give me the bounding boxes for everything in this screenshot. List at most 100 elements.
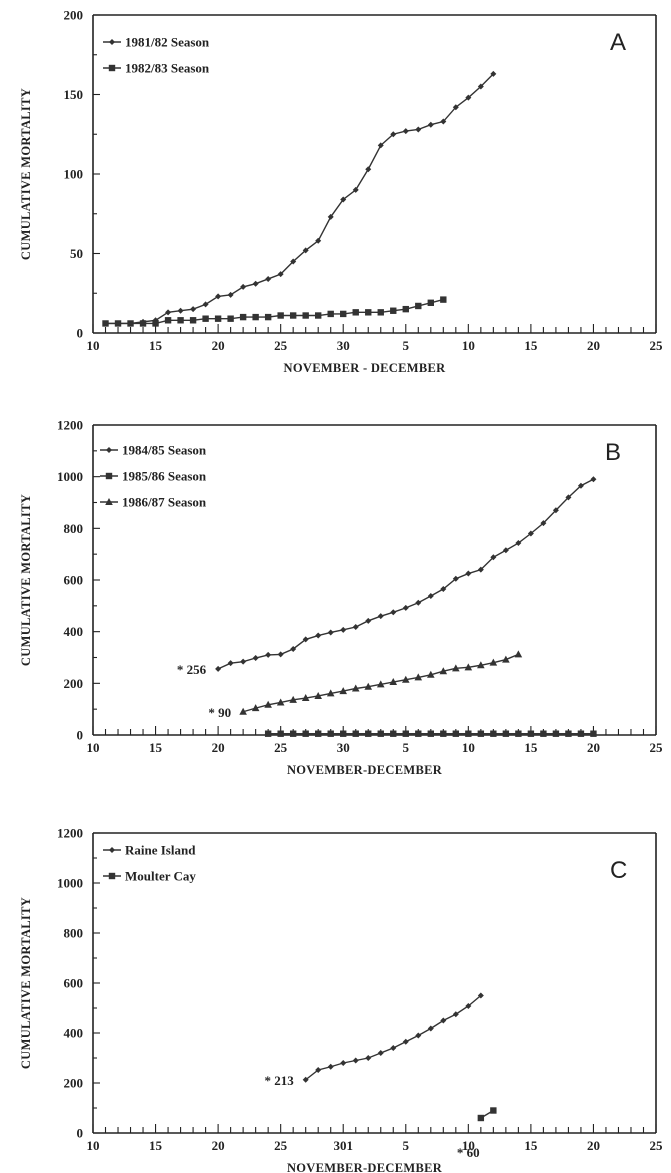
x-tick-label: 10 [87,338,100,353]
data-point [577,482,584,489]
x-tick-label: 30 [337,740,350,755]
data-point [540,730,547,737]
x-tick-label: 20 [212,740,225,755]
y-tick-label: 1000 [57,876,83,891]
data-point [315,730,322,737]
x-tick-label: 10 [87,1138,100,1153]
data-point [139,320,147,327]
data-point [452,104,459,111]
x-tick-label: 25 [650,338,664,353]
data-point [427,670,435,678]
data-point [590,730,597,737]
data-point [427,121,434,128]
x-tick-label: 301 [333,1138,353,1153]
data-point [127,320,134,327]
data-point [427,593,434,600]
y-tick-label: 0 [77,728,84,743]
data-point [352,624,359,631]
data-point [377,730,384,737]
x-tick-label: 20 [212,338,225,353]
legend-entry: 1986/87 Season [100,495,207,510]
data-point [215,665,222,672]
data-point [477,730,485,737]
data-point [502,547,509,554]
data-point [377,309,384,316]
data-point [390,609,397,616]
x-tick-label: 10 [462,338,475,353]
data-point [302,636,309,643]
y-axis-title: CUMULATIVE MORTALITY [19,88,33,260]
data-point [390,131,397,138]
data-point [340,196,347,203]
series-line [105,298,444,325]
data-point [326,689,335,697]
data-point [177,307,184,314]
data-point [240,658,247,665]
x-tick-label: 5 [403,1138,410,1153]
legend-marker [105,498,113,505]
x-tick-label: 10 [462,740,475,755]
data-point [377,142,384,149]
data-point [252,313,259,321]
y-tick-label: 0 [77,326,84,341]
data-point [565,730,572,737]
data-point [402,730,409,737]
data-point [514,650,523,658]
data-point [227,291,234,298]
data-point [164,317,172,324]
y-tick-label: 50 [70,246,83,261]
annotation-label: * 256 [177,662,207,677]
x-tick-label: 20 [587,338,600,353]
x-tick-label: 25 [650,740,664,755]
data-point [351,684,360,692]
data-point [465,94,472,101]
series-1985-86-season [264,730,597,737]
data-point [277,730,284,737]
data-point [302,312,309,319]
data-point [214,315,222,322]
legend-label: 1981/82 Season [125,35,210,50]
legend-marker [109,847,115,853]
data-point [464,663,473,671]
annotation-label: * 213 [264,1073,294,1088]
data-point [415,126,422,133]
data-point [277,651,284,658]
data-point [377,1050,384,1056]
y-axis-title: CUMULATIVE MORTALITY [19,494,33,666]
legend-entry: Moulter Cay [103,869,196,884]
data-point [402,1038,409,1045]
data-point [402,305,409,313]
data-point [440,586,447,593]
data-point [402,604,409,611]
data-point [490,554,497,561]
data-point [365,166,372,173]
y-tick-label: 600 [64,976,84,991]
data-point [314,691,322,699]
data-point [415,599,422,606]
x-tick-label: 5 [403,338,410,353]
data-point [215,293,222,300]
data-point [152,320,159,327]
data-point [327,213,334,220]
y-tick-label: 200 [64,8,84,23]
series-line [217,478,594,670]
data-point [114,320,122,327]
data-point [239,313,247,321]
x-tick-label: 15 [524,338,538,353]
data-point [240,283,247,290]
data-point [227,660,234,667]
x-tick-label: 5 [403,740,410,755]
x-tick-label: 15 [149,1138,163,1153]
data-point [427,1025,434,1032]
y-tick-label: 200 [64,1076,84,1091]
data-point [465,1003,472,1009]
data-point [376,680,385,688]
legend-entry: 1982/83 Season [103,61,210,76]
data-point [552,507,559,514]
data-point [452,664,460,672]
series-moulter-cay [477,1107,497,1122]
x-tick-label: 15 [149,740,163,755]
x-tick-label: 15 [524,1138,538,1153]
data-point [452,1011,459,1018]
x-tick-label: 25 [274,740,288,755]
